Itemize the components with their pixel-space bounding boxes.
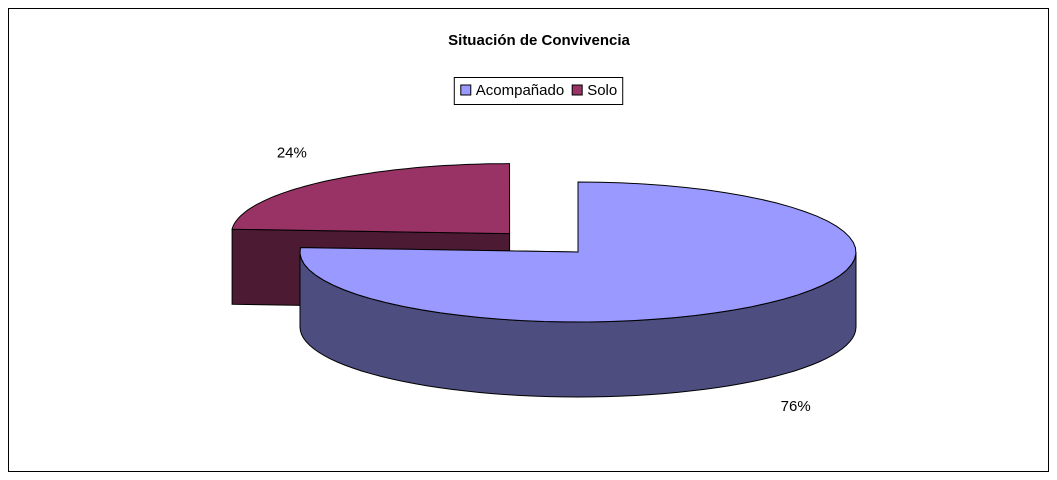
legend-swatch	[571, 84, 583, 96]
legend-box	[453, 77, 624, 105]
slice-top	[231, 163, 511, 235]
slice-top	[299, 181, 857, 323]
legend-label: Acompañado	[476, 82, 564, 99]
data-label: 76%	[781, 398, 811, 415]
data-label: 24%	[277, 144, 307, 161]
legend-swatch	[460, 84, 472, 96]
chart-title: Situación de Convivencia	[448, 32, 630, 49]
legend: Acompañado Solo	[453, 77, 624, 105]
legend-label: Solo	[587, 82, 617, 99]
